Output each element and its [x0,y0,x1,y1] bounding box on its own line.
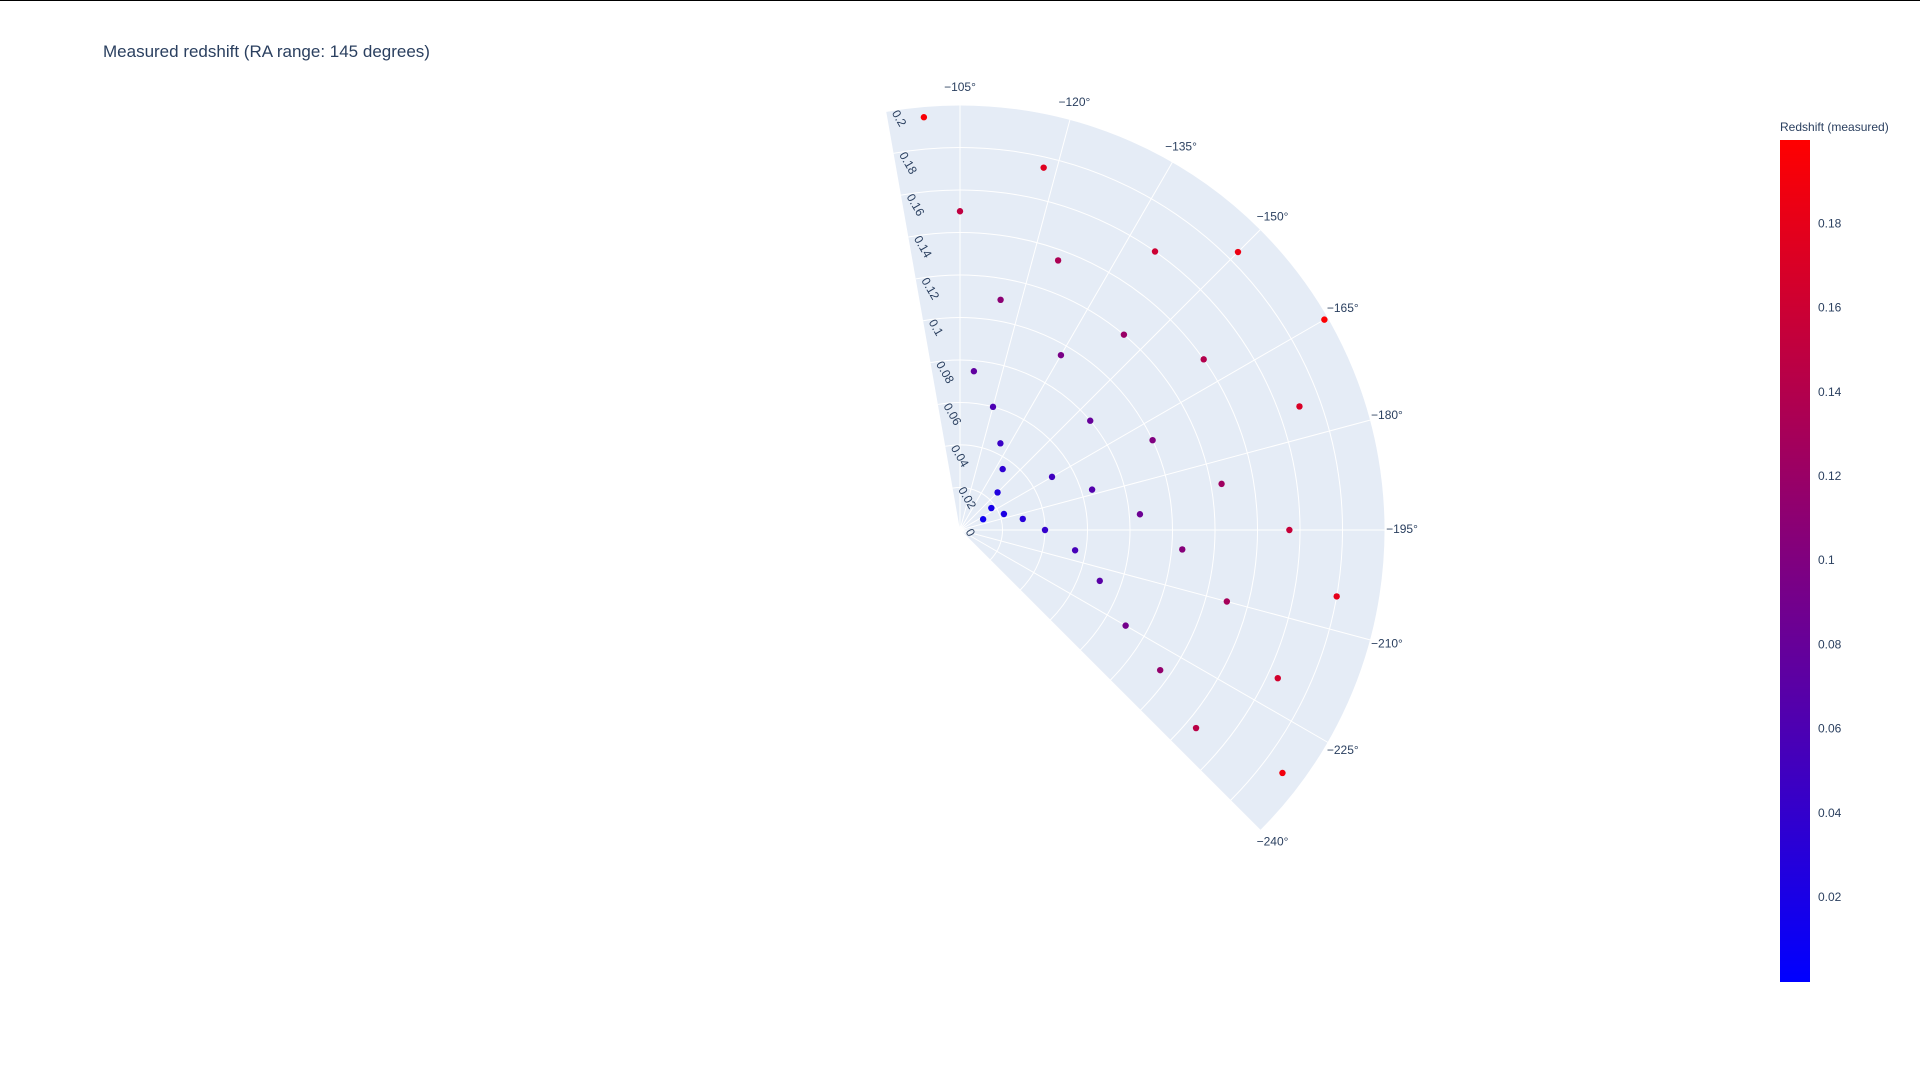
data-point [1087,417,1094,424]
top-rule [0,0,1920,1]
data-point [1223,598,1231,605]
angular-tick-label: −120° [1058,95,1090,109]
colorbar-tick-label: 0.06 [1818,722,1842,736]
data-point [1286,526,1293,534]
angular-tick-labels: −105° −120° −135° −150° −165° −180° −195° −210°… [944,80,1418,849]
colorbar-tick-label: 0.08 [1818,637,1842,651]
angular-tick-label: −150° [1257,210,1289,224]
angular-gridline [959,229,1261,531]
radial-gridline [915,274,1216,711]
colorbar-title: Redshift (measured) [1780,120,1889,134]
data-point [920,114,928,121]
data-point [1274,674,1281,682]
radial-gridline [930,359,1131,651]
radial-gridline [886,104,1386,831]
colorbar-tick-label: 0.02 [1818,890,1842,904]
angular-gridline [959,529,1371,641]
data-point [970,368,978,375]
colorbar-gradient [1780,140,1810,982]
data-point [1054,257,1062,264]
data-point [1296,403,1303,410]
data-point [997,296,1004,304]
data-point [1048,473,1056,481]
angular-tick-label: −195° [1386,522,1418,536]
angular-tick-label: −180° [1371,408,1403,422]
data-point [1333,593,1340,600]
data-point [1156,666,1164,674]
polar-gridlines [886,104,1386,831]
data-point [1088,486,1096,493]
data-point [989,403,997,411]
data-point [988,504,995,512]
radial-gridline [893,147,1343,801]
angular-gridline [959,317,1329,531]
data-point [1041,526,1049,534]
data-point [999,465,1006,473]
angular-tick-label: −225° [1327,743,1359,757]
radial-gridline [952,487,1003,561]
angular-tick-label: −135° [1165,139,1197,153]
data-point [1179,546,1186,553]
data-point [1071,547,1079,554]
data-point [1149,436,1156,444]
data-point [994,489,1001,496]
angular-gridline [959,119,1071,531]
data-point [1019,515,1026,523]
angular-tick-label: −240° [1257,835,1289,849]
data-point [1192,724,1200,732]
angular-gridline [959,529,1329,743]
angular-gridline [959,419,1371,531]
data-point [1200,356,1207,363]
data-point [1120,331,1128,338]
data-point [1234,248,1242,256]
data-point [1122,622,1129,629]
data-points [920,114,1340,777]
colorbar-tick-label: 0.12 [1818,469,1842,483]
radial-gridline [945,444,1046,591]
chart-title: Measured redshift (RA range: 145 degrees… [103,42,430,61]
angular-gridline [959,529,1261,831]
angular-gridline [959,161,1173,531]
data-point [1040,164,1047,171]
angular-tick-label: −210° [1371,637,1403,651]
colorbar-tick-label: 0.16 [1818,301,1842,315]
data-point [1136,511,1144,518]
data-point [1000,510,1008,518]
radial-gridline [908,232,1258,741]
colorbar: 0.02 0.04 0.06 0.08 0.1 0.12 0.14 0.16 0.18 [1780,140,1842,982]
radial-gridline [900,189,1301,771]
data-point [956,208,964,215]
data-point [1057,351,1065,359]
colorbar-tick-label: 0.18 [1818,216,1842,230]
angular-tick-label: −105° [944,80,976,94]
colorbar-tick-label: 0.14 [1818,385,1842,399]
data-point [979,516,987,523]
polar-sector-background [886,105,1385,831]
data-point [1096,577,1103,585]
data-point [1151,248,1159,255]
sector-background [886,105,1385,831]
radial-gridline [937,402,1088,621]
data-point [1321,316,1328,323]
colorbar-tick-label: 0.04 [1818,806,1842,820]
colorbar-tick-labels: 0.02 0.04 0.06 0.08 0.1 0.12 0.14 0.16 0.18 [1818,216,1842,904]
data-point [1279,769,1286,777]
radial-gridline [923,317,1173,681]
data-point [997,440,1004,447]
angular-tick-label: −165° [1327,301,1359,315]
data-point [1218,480,1225,488]
colorbar-tick-label: 0.1 [1818,553,1835,567]
